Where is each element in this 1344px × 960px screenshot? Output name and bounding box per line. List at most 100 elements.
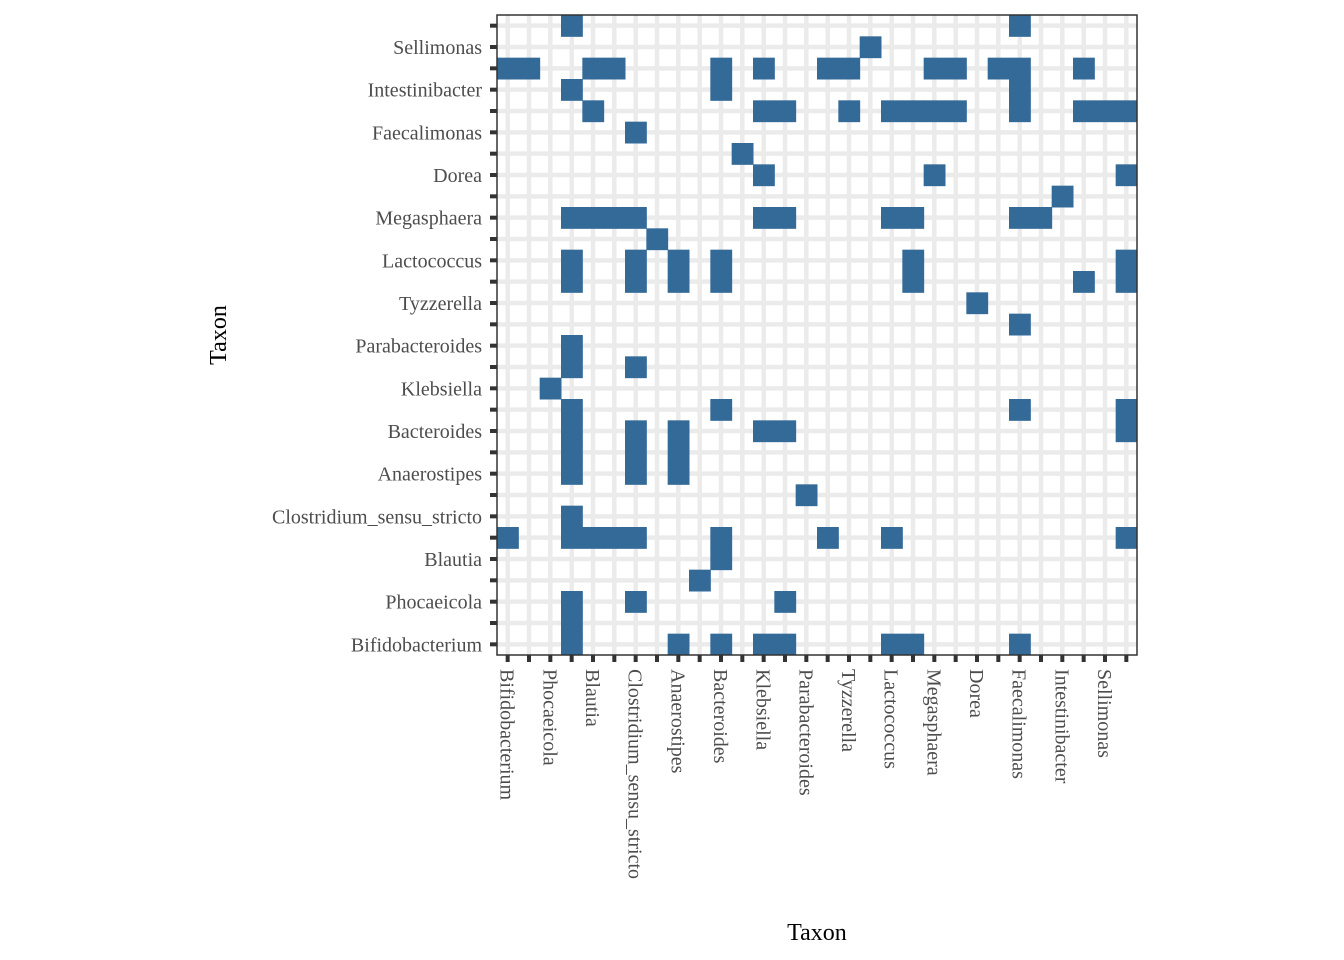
x-tick-label: Lactococcus — [880, 669, 902, 769]
y-tick-label: Clostridium_sensu_stricto — [272, 506, 482, 528]
heatmap-cell — [838, 57, 861, 80]
heatmap-cell — [582, 57, 605, 80]
panel-border — [496, 14, 1138, 656]
heatmap-cell — [561, 612, 583, 635]
heatmap-cell — [1009, 399, 1031, 421]
heatmap-cell — [539, 377, 562, 400]
heatmap-cell — [710, 79, 733, 101]
y-tick-label: Intestinibacter — [368, 80, 483, 102]
y-tick-label: Sellimonas — [393, 37, 482, 59]
y-tick-label: Megasphaera — [375, 208, 482, 230]
y-tick-label: Bacteroides — [388, 421, 483, 443]
heatmap-cell — [1073, 100, 1095, 123]
heatmap-cell — [753, 164, 775, 187]
heatmap-cell — [1115, 527, 1138, 549]
y-axis: Bifidobacterium Phocaeicola Blautia Clostri… — [272, 23, 497, 656]
heatmap-cell — [795, 484, 818, 507]
heatmap-cell — [1009, 633, 1031, 656]
heatmap-cell — [881, 100, 903, 123]
heatmap-cell — [582, 100, 605, 123]
heatmap-cell — [625, 207, 647, 229]
heatmap-cell — [923, 57, 946, 80]
heatmap-cell — [561, 79, 583, 101]
y-tick-label: Phocaeicola — [385, 592, 482, 614]
heatmap-cell — [966, 292, 989, 315]
x-tick-label: Intestinibacter — [1050, 669, 1072, 784]
y-tick-label: Lactococcus — [382, 250, 482, 272]
y-tick-label: Anaerostipes — [378, 464, 483, 486]
heatmap-cell — [710, 57, 733, 80]
heatmap-cell — [838, 100, 861, 123]
heatmap-cell — [774, 591, 797, 613]
heatmap-cell — [625, 527, 647, 549]
heatmap-cell — [625, 463, 647, 485]
heatmap-cell — [518, 57, 541, 80]
y-tick-label: Klebsiella — [401, 378, 482, 400]
heatmap-cell — [774, 420, 797, 443]
heatmap-cells — [497, 15, 1138, 656]
heatmap-cell — [987, 57, 1010, 80]
heatmap-cell — [881, 207, 903, 229]
heatmap-cell — [667, 420, 690, 443]
x-tick-label: Bacteroides — [709, 669, 731, 764]
heatmap-cell — [902, 207, 925, 229]
heatmap-cell — [582, 207, 605, 229]
heatmap-cell — [923, 164, 946, 187]
heatmap-cell — [881, 527, 903, 549]
heatmap-cell — [561, 463, 583, 485]
heatmap-cell — [1073, 57, 1095, 80]
heatmap-cell — [753, 100, 775, 123]
heatmap-cell — [561, 249, 583, 272]
heatmap-cell — [625, 591, 647, 613]
heatmap-cell — [497, 527, 519, 549]
heatmap-cell — [710, 633, 733, 656]
x-tick-label: Phocaeicola — [538, 669, 560, 766]
heatmap-cell — [753, 57, 775, 80]
heatmap-cell — [1051, 185, 1074, 208]
heatmap-cell — [625, 271, 647, 293]
y-axis-title: Taxon — [206, 305, 232, 365]
heatmap-cell — [1030, 207, 1053, 229]
heatmap-cell — [881, 633, 903, 656]
heatmap-cell — [902, 633, 925, 656]
x-axis: Bifidobacterium Phocaeicola Blautia Clostri… — [496, 655, 1129, 879]
heatmap-cell — [1009, 79, 1031, 101]
heatmap-cell — [945, 57, 967, 80]
heatmap-cell — [561, 441, 583, 464]
heatmap-cell — [902, 100, 925, 123]
heatmap-cell — [561, 271, 583, 293]
heatmap-cell — [561, 420, 583, 443]
heatmap-cell — [625, 356, 647, 379]
heatmap-cell — [603, 57, 626, 80]
x-tick-label: Bifidobacterium — [496, 669, 518, 801]
heatmap-cell — [1115, 420, 1138, 443]
heatmap-cell — [753, 420, 775, 443]
heatmap-cell — [667, 249, 690, 272]
x-tick-label: Tyzzerella — [837, 669, 859, 752]
heatmap-cell — [689, 569, 711, 592]
heatmap-cell — [561, 15, 583, 37]
heatmap-cell — [561, 207, 583, 229]
heatmap-cell — [561, 591, 583, 613]
heatmap-cell — [902, 271, 925, 293]
x-tick-label: Sellimonas — [1093, 669, 1115, 758]
heatmap-cell — [625, 121, 647, 144]
heatmap-cell — [625, 249, 647, 272]
heatmap-cell — [1115, 399, 1138, 421]
heatmap-cell — [710, 249, 733, 272]
heatmap-cell — [1115, 100, 1138, 123]
heatmap-cell — [710, 527, 733, 549]
heatmap-cell — [817, 527, 839, 549]
heatmap-cell — [710, 271, 733, 293]
heatmap-cell — [561, 356, 583, 379]
heatmap-cell — [582, 527, 605, 549]
heatmap-cell — [774, 100, 797, 123]
heatmap-cell — [753, 207, 775, 229]
heatmap-cell — [497, 57, 519, 80]
y-tick-label: Faecalimonas — [372, 122, 482, 144]
heatmap-cell — [902, 249, 925, 272]
x-tick-label: Klebsiella — [752, 669, 774, 750]
heatmap-cell — [1115, 271, 1138, 293]
heatmap-cell — [1009, 100, 1031, 123]
